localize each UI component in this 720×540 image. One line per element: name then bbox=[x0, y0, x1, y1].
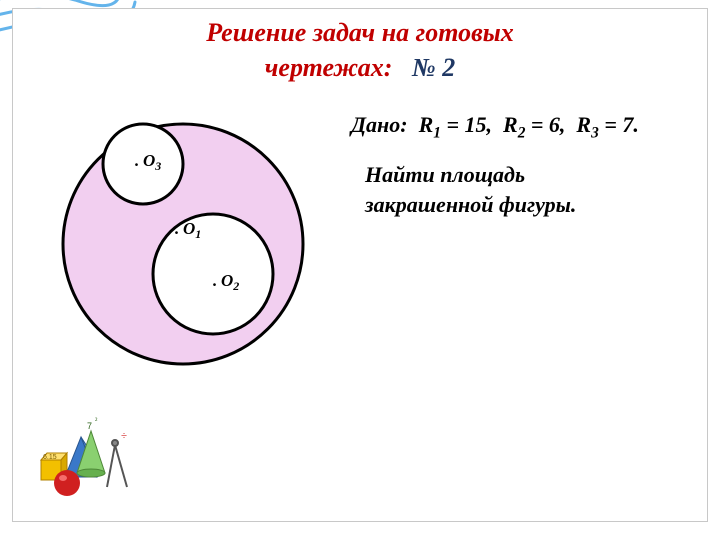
task-text: Найти площадь закрашенной фигуры. bbox=[365, 160, 691, 219]
given-values: R1 = 15, R2 = 6, R3 = 7. bbox=[419, 112, 639, 137]
slide-frame: Решение задач на готовых чертежах: № 2 .… bbox=[12, 8, 708, 522]
title-line2: чертежах: № 2 bbox=[13, 50, 707, 85]
task-line1: Найти площадь bbox=[365, 162, 525, 187]
title-prefix: чертежах: bbox=[265, 53, 393, 82]
given-line: Дано: R1 = 15, R2 = 6, R3 = 7. bbox=[351, 112, 691, 142]
given-label: Дано: bbox=[351, 112, 408, 137]
task-line2: закрашенной фигуры. bbox=[365, 192, 576, 217]
divide-icon: ÷ bbox=[121, 430, 127, 442]
svg-text:6.15: 6.15 bbox=[43, 454, 57, 461]
dot-o3: . bbox=[135, 151, 139, 170]
dot-o1: . bbox=[175, 219, 179, 238]
svg-text:7: 7 bbox=[87, 421, 92, 431]
sphere-icon bbox=[54, 470, 80, 496]
compass-icon bbox=[107, 440, 127, 487]
math-clipart: 6.15 7 ÷ ² bbox=[37, 415, 147, 497]
title-line1: Решение задач на готовых bbox=[13, 15, 707, 50]
slide-title: Решение задач на готовых чертежах: № 2 bbox=[13, 15, 707, 85]
squared-icon: ² bbox=[95, 416, 98, 425]
circles-diagram: . . . О1 О2 О3 bbox=[33, 94, 333, 394]
title-number: № 2 bbox=[412, 53, 455, 82]
problem-text: Дано: R1 = 15, R2 = 6, R3 = 7. Найти пло… bbox=[351, 112, 691, 220]
dot-o2: . bbox=[213, 271, 217, 290]
